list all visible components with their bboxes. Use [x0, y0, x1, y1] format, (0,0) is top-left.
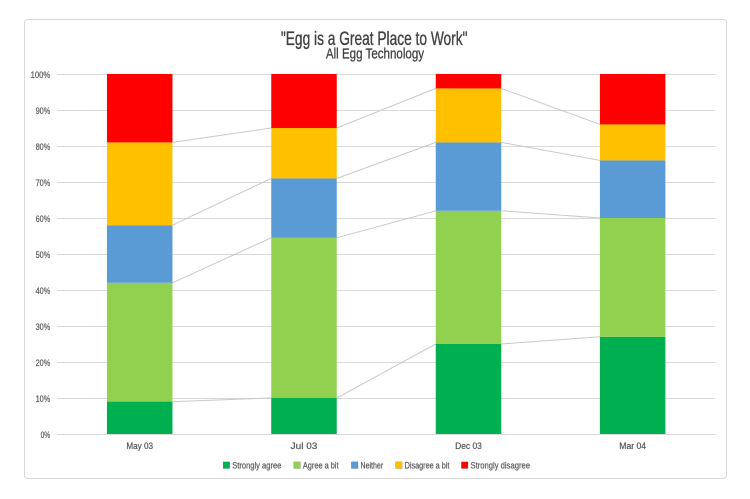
svg-text:10%: 10% — [36, 394, 51, 404]
svg-text:70%: 70% — [36, 178, 51, 188]
svg-text:Jul 03: Jul 03 — [291, 441, 318, 451]
svg-text:100%: 100% — [31, 70, 51, 80]
svg-text:Neither: Neither — [361, 460, 384, 470]
svg-text:Strongly agree: Strongly agree — [232, 460, 281, 470]
svg-text:80%: 80% — [36, 142, 51, 152]
svg-text:0%: 0% — [41, 430, 51, 440]
svg-text:20%: 20% — [36, 358, 51, 368]
svg-text:Agree a bit: Agree a bit — [303, 460, 339, 470]
svg-text:Mar 04: Mar 04 — [619, 441, 646, 451]
svg-text:60%: 60% — [36, 214, 51, 224]
svg-text:May 03: May 03 — [126, 441, 153, 451]
svg-text:40%: 40% — [36, 286, 51, 296]
svg-text:50%: 50% — [36, 250, 51, 260]
svg-text:Strongly disagree: Strongly disagree — [471, 460, 531, 470]
svg-text:All Egg Technology: All Egg Technology — [326, 47, 425, 63]
svg-text:Disagree a bit: Disagree a bit — [405, 460, 450, 470]
svg-text:90%: 90% — [36, 106, 51, 116]
svg-text:"Egg is a Great Place to Work": "Egg is a Great Place to Work" — [281, 29, 468, 50]
svg-text:30%: 30% — [36, 322, 51, 332]
svg-text:Dec 03: Dec 03 — [455, 441, 482, 451]
